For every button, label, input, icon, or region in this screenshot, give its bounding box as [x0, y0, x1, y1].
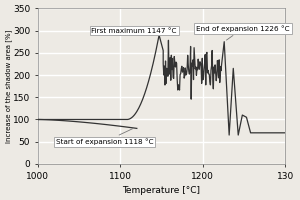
- Text: First maximum 1147 °C: First maximum 1147 °C: [92, 28, 177, 35]
- Text: Start of expansion 1118 °C: Start of expansion 1118 °C: [56, 129, 154, 145]
- Y-axis label: Increase of the shadow area [%]: Increase of the shadow area [%]: [5, 29, 12, 143]
- Text: End of expansion 1226 °C: End of expansion 1226 °C: [196, 25, 290, 40]
- X-axis label: Temperature [°C]: Temperature [°C]: [123, 186, 201, 195]
